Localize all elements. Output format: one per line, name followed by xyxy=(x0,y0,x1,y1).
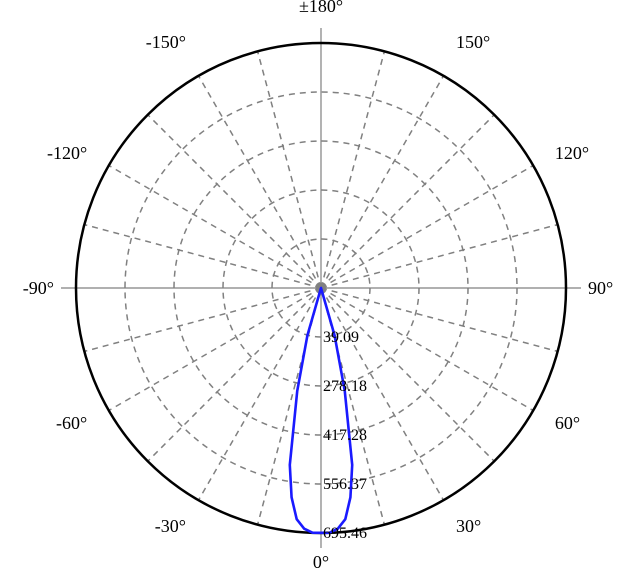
angular-grid-spoke xyxy=(148,115,321,288)
angular-grid-spoke xyxy=(258,51,321,288)
angular-grid-spoke xyxy=(84,225,321,288)
radial-tick-label: 417.28 xyxy=(323,427,367,444)
angle-label: -60° xyxy=(56,413,87,433)
angular-grid-spoke xyxy=(199,288,322,500)
angular-grid-spoke xyxy=(321,225,558,288)
angle-label: 30° xyxy=(456,516,481,536)
angular-grid-spoke xyxy=(109,288,321,411)
angle-label: 60° xyxy=(555,413,580,433)
angle-label: 120° xyxy=(555,143,589,163)
angular-grid-spoke xyxy=(109,166,321,289)
angle-label: -30° xyxy=(155,516,186,536)
angular-grid-spoke xyxy=(321,76,444,288)
angle-label: 90° xyxy=(588,278,613,298)
angular-grid-spoke xyxy=(148,288,321,461)
radial-tick-label: 39.09 xyxy=(323,329,359,346)
angle-label: -120° xyxy=(47,143,87,163)
angle-label: 150° xyxy=(456,32,490,52)
radial-tick-label: 278.18 xyxy=(323,378,367,395)
polar-plot: 39.09 278.18 417.28 556.37 695.46 ±180° 150° -1… xyxy=(0,0,643,577)
angle-label: -90° xyxy=(23,278,54,298)
angle-label: ±180° xyxy=(299,0,343,16)
angular-grid-spoke xyxy=(321,166,533,289)
angle-label: -150° xyxy=(146,32,186,52)
angular-grid-spoke xyxy=(84,288,321,351)
angle-label: 0° xyxy=(313,552,329,572)
radial-tick-label: 695.46 xyxy=(323,525,367,542)
angular-grid-spoke xyxy=(321,51,384,288)
angular-grid-spoke xyxy=(199,76,322,288)
angular-grid-spoke xyxy=(321,115,494,288)
radial-tick-label: 556.37 xyxy=(323,476,367,493)
